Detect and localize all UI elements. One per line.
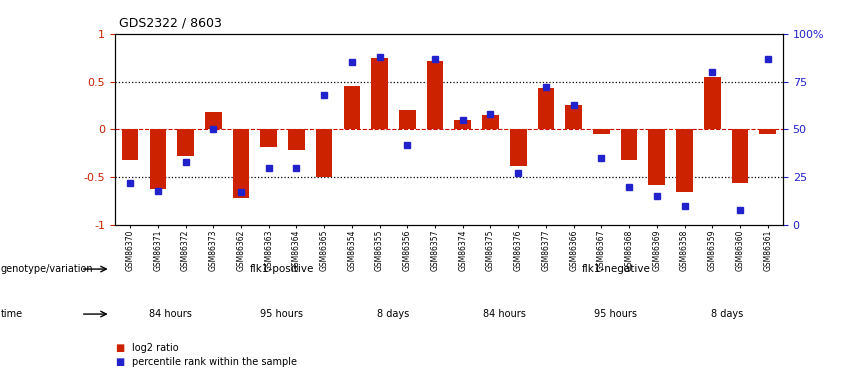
Text: flk1-negative: flk1-negative bbox=[581, 264, 650, 274]
Text: 84 hours: 84 hours bbox=[483, 309, 526, 319]
Bar bbox=[288, 129, 305, 150]
Bar bbox=[260, 129, 277, 147]
Bar bbox=[648, 129, 665, 185]
Text: percentile rank within the sample: percentile rank within the sample bbox=[132, 357, 297, 367]
Bar bbox=[177, 129, 194, 156]
Bar bbox=[316, 129, 333, 177]
Bar bbox=[483, 115, 499, 129]
Bar bbox=[565, 105, 582, 129]
Bar bbox=[704, 77, 721, 129]
Text: GDS2322 / 8603: GDS2322 / 8603 bbox=[119, 17, 222, 30]
Bar bbox=[732, 129, 748, 183]
Text: flk1-positive: flk1-positive bbox=[249, 264, 314, 274]
Text: ■: ■ bbox=[115, 343, 124, 352]
Bar bbox=[426, 60, 443, 129]
Bar bbox=[399, 110, 415, 129]
Text: ■: ■ bbox=[115, 357, 124, 367]
Bar bbox=[593, 129, 609, 134]
Text: 84 hours: 84 hours bbox=[149, 309, 192, 319]
Bar bbox=[454, 120, 471, 129]
Text: log2 ratio: log2 ratio bbox=[132, 343, 179, 352]
Text: 95 hours: 95 hours bbox=[594, 309, 637, 319]
Bar bbox=[677, 129, 693, 192]
Text: time: time bbox=[1, 309, 23, 319]
Bar bbox=[150, 129, 166, 189]
Bar bbox=[232, 129, 249, 198]
Bar bbox=[344, 86, 360, 129]
Bar bbox=[759, 129, 776, 134]
Bar bbox=[371, 58, 388, 129]
Bar bbox=[205, 112, 221, 129]
Bar bbox=[620, 129, 637, 160]
Text: genotype/variation: genotype/variation bbox=[1, 264, 94, 274]
Bar bbox=[510, 129, 527, 166]
Text: 8 days: 8 days bbox=[377, 309, 409, 319]
Bar bbox=[122, 129, 139, 160]
Bar bbox=[538, 88, 554, 129]
Text: 8 days: 8 days bbox=[711, 309, 744, 319]
Text: 95 hours: 95 hours bbox=[260, 309, 304, 319]
